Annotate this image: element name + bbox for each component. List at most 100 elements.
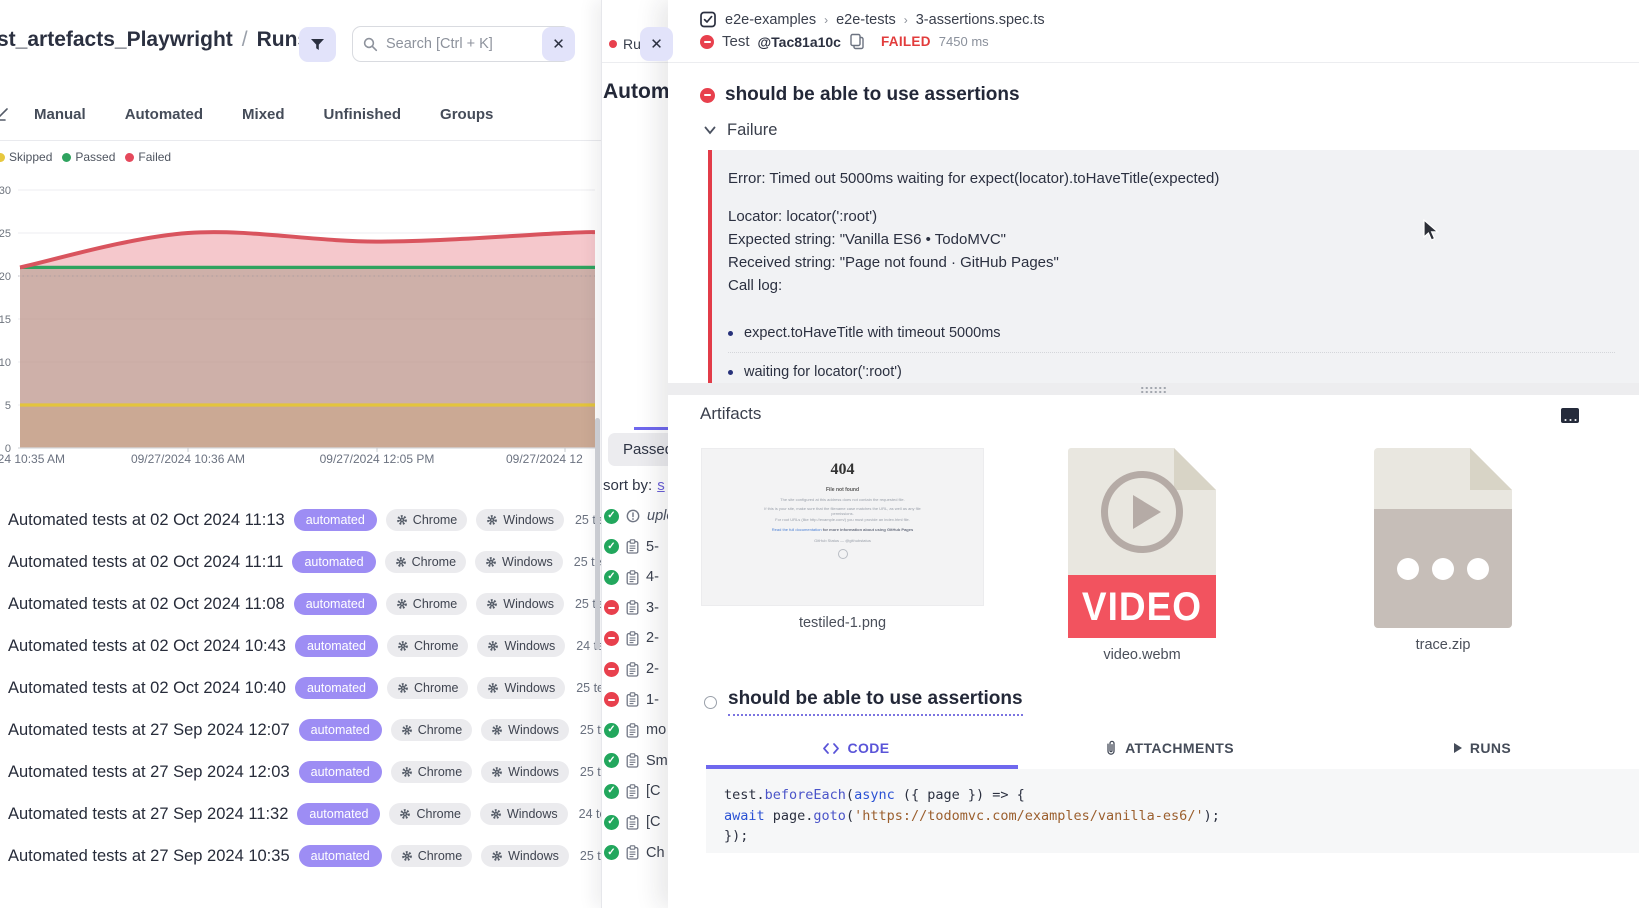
clipboard-icon [626,814,639,830]
test-list-item[interactable]: ✓ 4- [604,568,659,586]
artifact-name: trace.zip [1415,637,1471,653]
chevron-right-icon: › [903,12,908,27]
test-name: mo [646,722,667,739]
test-name: 1- [646,691,659,708]
failure-title: Failure [727,121,778,139]
breadcrumb-item-file[interactable]: 3-assertions.spec.ts [915,11,1045,28]
tab-attachments[interactable]: ATTACHMENTS [1013,733,1326,763]
clipboard-icon [626,784,639,799]
test-list-item[interactable]: ✓ uplo [604,507,668,525]
divider [602,62,668,63]
doc-link: Read the full documentation [771,527,822,532]
env-pill: Windows [481,845,569,867]
runs-trend-chart: 0 5 10 15 20 25 30 09/27/2024 10:35 AM 09/27/202… [0,176,595,468]
legend-skipped[interactable]: Skipped [0,150,52,164]
test-list-item[interactable]: 1- [604,691,659,709]
passed-status-icon: ✓ [604,539,619,555]
scrollbar-thumb[interactable] [595,418,600,650]
test-list-item[interactable]: 3- [604,599,659,617]
tab-manual[interactable]: Manual [34,105,86,123]
active-tab-underline [706,765,1018,769]
failed-dot-icon [609,40,617,48]
artifact-name: testiled-1.png [798,615,887,631]
funnel-icon [310,38,325,52]
legend-passed[interactable]: Passed [62,150,115,164]
run-type-badge: automated [293,593,377,615]
legend-failed[interactable]: Failed [125,150,171,164]
failure-resize-handle[interactable] [668,383,1639,395]
test-detail-drawer: e2e-examples › e2e-tests › 3-assertions.… [668,0,1639,908]
test-list-item[interactable]: ✓ Ch [604,844,665,862]
run-row[interactable]: Automated tests at 02 Oct 2024 11:13 auto… [8,505,601,535]
passed-dot-icon [62,152,72,162]
test-list-item[interactable]: 2- [604,660,659,678]
tab-groups[interactable]: Groups [440,105,494,123]
tab-runs[interactable]: RUNS [1326,733,1639,763]
test-list-item[interactable]: ✓ [C [604,782,661,800]
paperclip-icon [1105,740,1117,756]
search-bar[interactable] [352,26,571,62]
breadcrumb-separator: / [241,28,248,51]
sort-by: sort by: s [603,477,665,494]
run-type-badge: automated [292,551,376,573]
copy-icon[interactable] [849,33,865,50]
call-log-text: expect.toHaveTitle with timeout 5000ms [744,325,1001,341]
artifact-screenshot[interactable]: 404 File not found The site configured a… [700,448,985,631]
play-circle-icon [1101,471,1183,553]
test-list-item[interactable]: ✓ Sm [604,752,668,770]
run-row[interactable]: Automated tests at 27 Sep 2024 10:35 auto… [8,841,601,871]
test-tag[interactable]: @Tac81a10c [757,33,841,50]
run-row[interactable]: Automated tests at 02 Oct 2024 11:11 auto… [8,547,601,577]
run-row[interactable]: Automated tests at 27 Sep 2024 12:03 auto… [8,757,601,787]
test-list-item[interactable]: 2- [604,629,659,647]
close-run-drawer-button[interactable]: ✕ [542,27,575,61]
sort-link[interactable]: s [657,477,665,494]
run-row[interactable]: Automated tests at 27 Sep 2024 12:07 auto… [8,715,601,745]
run-test-count: 25 tests [579,765,601,779]
env-pill: Chrome [387,677,469,699]
gear-icon [487,682,499,694]
gear-icon [399,808,411,820]
clipboard-icon [626,845,639,860]
test-name: 2- [646,630,659,647]
run-title: Automated tests at 27 Sep 2024 11:32 [8,804,289,823]
filter-button[interactable] [299,27,336,62]
tab-mixed[interactable]: Mixed [242,105,285,123]
subtest-row: should be able to use assertions [704,688,1023,716]
breadcrumb-item-suite[interactable]: e2e-examples [725,11,817,28]
artifacts-view-toggle-icon[interactable] [1561,408,1579,423]
status-badge: FAILED [880,34,931,49]
breadcrumb-item-folder[interactable]: e2e-tests [836,11,896,28]
test-list-item[interactable]: ✓ [C [604,813,661,831]
bullet-icon [728,330,733,336]
svg-text:25: 25 [0,228,11,240]
tab-code[interactable]: CODE [700,733,1013,763]
run-row[interactable]: Automated tests at 02 Oct 2024 11:08 auto… [8,589,601,619]
run-detail-drawer: Ru Automa Passed sort by:s ✓ uplo ✓ 5- ✓ 4- 3-… [601,0,668,908]
failed-status-icon [604,630,619,646]
run-row[interactable]: Automated tests at 02 Oct 2024 10:43 auto… [8,631,601,661]
failure-section-toggle[interactable]: Failure [704,121,777,140]
project-title[interactable]: st_artefacts_Playwright [0,28,233,51]
github-logo-icon [837,549,848,559]
tab-unfinished[interactable]: Unfinished [323,105,402,123]
close-test-drawer-button[interactable]: ✕ [640,27,673,61]
run-row[interactable]: Automated tests at 02 Oct 2024 10:40 auto… [8,673,601,703]
svg-text:20: 20 [0,271,11,283]
test-list-item[interactable]: ✓ 5- [604,538,659,556]
artifact-video[interactable]: VIDEO video.webm [1068,448,1216,663]
run-type-badge: automated [297,803,381,825]
artifact-trace[interactable]: trace.zip [1374,448,1512,653]
divider [0,140,601,141]
test-name: 3- [646,599,659,616]
test-list-item[interactable]: ✓ mo [604,721,666,739]
tab-automated[interactable]: Automated [124,105,204,123]
clipboard-icon [626,600,639,615]
subtest-link[interactable]: should be able to use assertions [728,688,1023,716]
passed-filter-button[interactable]: Passed [608,433,668,466]
chart-legend: Skipped Passed Failed [0,150,171,164]
code-line: await page.goto('https://todomvc.com/exa… [724,807,1220,824]
test-title-row: should be able to use assertions [700,84,1020,106]
run-row[interactable]: Automated tests at 27 Sep 2024 11:32 auto… [8,799,601,829]
search-input[interactable] [386,36,536,52]
